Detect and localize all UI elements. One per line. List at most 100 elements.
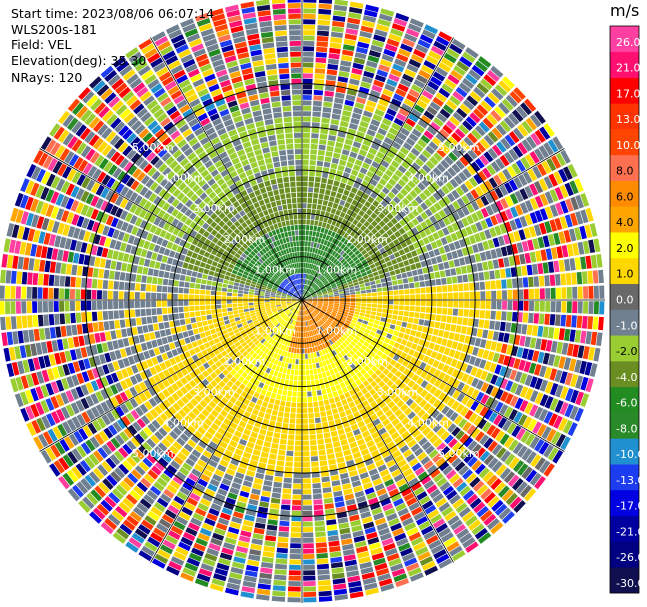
range-gate	[299, 305, 302, 311]
range-gate	[571, 315, 577, 328]
range-gate	[335, 401, 342, 408]
range-gate	[282, 333, 287, 339]
range-gate	[197, 478, 208, 488]
range-gate	[276, 354, 281, 360]
range-gate	[314, 316, 319, 322]
range-gate	[506, 311, 513, 322]
range-gate	[475, 447, 486, 459]
range-gate	[59, 313, 66, 325]
range-gate	[430, 279, 436, 286]
range-gate	[419, 34, 434, 44]
range-gate	[114, 320, 121, 329]
range-gate	[516, 242, 524, 253]
range-gate	[342, 260, 348, 266]
range-gate	[267, 343, 273, 350]
range-gate	[197, 426, 206, 435]
range-gate	[401, 272, 408, 279]
range-gate	[332, 275, 338, 280]
range-gate	[378, 357, 385, 364]
range-gate	[318, 297, 323, 300]
range-gate	[452, 379, 461, 389]
range-gate	[320, 309, 326, 314]
range-gate	[575, 211, 584, 225]
range-gate	[343, 232, 350, 239]
range-gate	[312, 111, 321, 117]
range-gate	[319, 344, 324, 350]
range-gate	[155, 416, 165, 426]
range-gate	[185, 365, 193, 373]
range-gate	[241, 357, 248, 364]
range-gate	[166, 464, 178, 475]
range-gate	[550, 287, 556, 299]
range-gate	[296, 310, 299, 315]
range-gate	[325, 404, 331, 411]
range-gate	[232, 511, 244, 519]
range-gate	[331, 436, 339, 443]
range-gate	[133, 506, 146, 518]
range-gate	[508, 131, 520, 144]
range-gate	[505, 492, 518, 506]
range-gate	[157, 549, 171, 560]
range-gate	[345, 329, 352, 335]
range-gate	[27, 358, 36, 372]
range-gate	[544, 221, 552, 234]
range-gate	[335, 209, 341, 216]
range-gate	[323, 194, 330, 201]
range-gate	[356, 321, 362, 326]
range-gate	[339, 295, 345, 298]
range-gate	[391, 173, 400, 182]
range-gate	[136, 481, 148, 493]
range-gate	[411, 482, 422, 492]
range-gate	[87, 422, 98, 435]
range-gate	[143, 350, 151, 360]
range-gate	[376, 308, 383, 313]
range-gate	[462, 274, 469, 283]
range-gate	[338, 71, 350, 78]
range-gate	[367, 55, 380, 63]
range-gate	[231, 482, 241, 490]
range-gate	[33, 436, 44, 451]
range-gate	[403, 246, 410, 254]
range-gate	[343, 554, 356, 562]
range-gate	[490, 427, 501, 439]
range-gate	[373, 354, 381, 361]
range-gate	[497, 417, 508, 429]
range-gate	[265, 342, 270, 348]
range-gate	[232, 325, 238, 331]
range-gate	[203, 362, 210, 370]
range-gate	[204, 488, 216, 497]
range-gate	[339, 306, 345, 309]
range-gate	[543, 142, 554, 156]
range-gate	[305, 291, 308, 296]
range-gate	[364, 392, 372, 399]
range-gate	[348, 192, 356, 199]
range-gate	[312, 347, 316, 353]
range-gate	[534, 457, 546, 471]
range-gate	[334, 354, 340, 361]
range-gate	[294, 303, 298, 307]
range-gate	[199, 527, 212, 537]
range-gate	[129, 398, 139, 408]
range-gate	[406, 252, 413, 259]
range-gate	[194, 417, 203, 426]
range-gate	[198, 440, 208, 449]
range-gate	[281, 304, 287, 307]
range-gate	[350, 519, 362, 527]
range-gate	[245, 338, 252, 344]
range-gate	[382, 187, 390, 195]
range-gate	[286, 302, 292, 305]
range-gate	[292, 301, 297, 303]
range-gate	[518, 300, 524, 311]
range-gate	[584, 224, 593, 238]
range-gate	[306, 303, 311, 307]
range-gate	[303, 24, 316, 30]
range-gate	[407, 411, 416, 420]
range-gate	[206, 347, 213, 354]
range-gate	[288, 586, 301, 592]
range-gate	[376, 103, 387, 112]
range-gate	[490, 215, 499, 226]
range-gate	[475, 210, 484, 220]
range-gate	[307, 331, 310, 337]
range-gate	[232, 338, 239, 344]
range-gate	[593, 301, 599, 315]
